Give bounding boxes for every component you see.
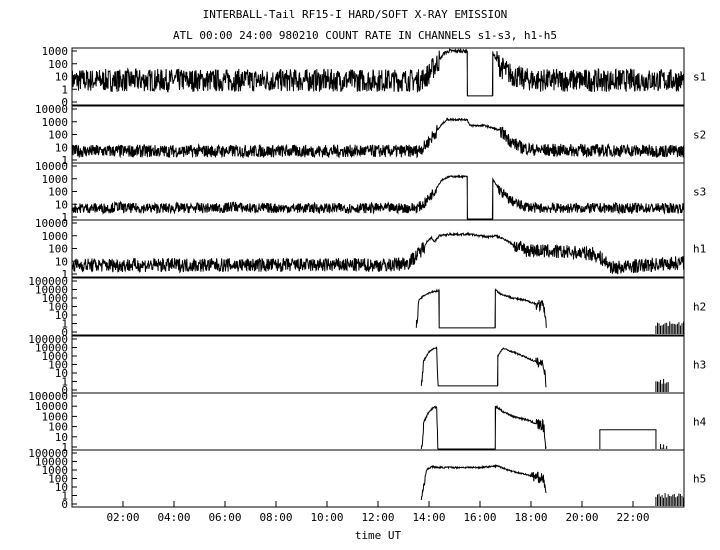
y-tick-label: 10000 [35,217,68,230]
burst-lines-h4 [660,444,668,449]
series-line-h3 [420,346,547,388]
y-tick-label: 10 [55,431,68,444]
y-tick-label: 1000 [42,410,69,423]
panel-frame [71,392,685,451]
panel-frame [71,162,685,221]
chart-panels: 10001001010s1100001000100101s21000010001… [28,45,706,511]
x-tick-label: 18:00 [514,511,547,524]
y-tick-label: 10 [55,141,68,154]
channel-label-h2: h2 [693,301,706,314]
y-tick-label: 100000 [28,447,68,460]
series-line-h4 [420,404,547,450]
y-tick-label: 100 [48,243,68,256]
y-tick-label: 100 [48,421,68,434]
channel-label-s2: s2 [693,129,706,142]
panel-frame [71,277,685,336]
x-tick-label: 04:00 [157,511,190,524]
x-axis-label: time UT [355,529,402,542]
y-tick-label: 1 [61,441,68,454]
y-tick-label: 100 [48,129,68,142]
y-tick-label: 100 [48,301,68,314]
y-tick-label: 1000 [42,292,69,305]
y-tick-label: 100000 [28,275,68,288]
channel-label-s3: s3 [693,186,706,199]
y-tick-label: 10000 [35,456,68,469]
burst-lines-h5 [655,493,684,506]
y-tick-label: 100 [48,473,68,486]
y-tick-label: 1000 [42,116,69,129]
y-tick-label: 10 [55,309,68,322]
x-tick-label: 08:00 [259,511,292,524]
y-tick-label: 0 [61,326,68,339]
y-tick-label: 1 [61,490,68,503]
y-tick-label: 1 [61,268,68,281]
channel-label-s1: s1 [693,71,706,84]
y-tick-label: 0 [61,96,68,109]
chart-subtitle: ATL 00:00 24:00 980210 COUNT RATE IN CHA… [173,29,557,42]
y-tick-label: 10000 [35,400,68,413]
y-tick-label: 10 [55,367,68,380]
y-tick-label: 100 [48,58,68,71]
y-tick-label: 10000 [35,342,68,355]
y-tick-label: 1000 [42,350,69,363]
x-tick-label: 22:00 [616,511,649,524]
y-tick-label: 10 [55,481,68,494]
y-tick-label: 0 [61,498,68,511]
y-tick-label: 10 [55,71,68,84]
y-tick-label: 10 [55,255,68,268]
y-tick-label: 1 [61,376,68,389]
x-tick-label: 02:00 [106,511,139,524]
y-tick-label: 0 [61,384,68,397]
series-line-h5 [420,463,547,500]
chart-title: INTERBALL-Tail RF15-I HARD/SOFT X-RAY EM… [203,8,508,21]
y-tick-label: 10000 [35,103,68,116]
channel-label-h1: h1 [693,243,706,256]
y-tick-label: 10000 [35,160,68,173]
x-tick-label: 10:00 [310,511,343,524]
y-tick-label: 100000 [28,390,68,403]
x-tick-label: 14:00 [412,511,445,524]
panel-frame [71,449,685,508]
series-line-h1 [71,231,685,275]
y-tick-label: 1000 [42,45,69,58]
y-tick-label: 10000 [35,284,68,297]
y-tick-label: 1000 [42,230,69,243]
panel-frame [71,335,685,394]
x-tick-label: 16:00 [463,511,496,524]
y-tick-label: 100 [48,359,68,372]
y-tick-label: 1 [61,154,68,167]
burst-lines-h2 [655,321,684,334]
x-tick-label: 12:00 [361,511,394,524]
series-line-h2 [415,288,547,329]
y-tick-label: 1 [61,318,68,331]
y-tick-label: 1000 [42,173,69,186]
x-axis: 02:00 04:00 06:00 08:00 10:00 12:00 14:00 16:00… [106,501,650,524]
x-tick-label: 06:00 [208,511,241,524]
y-tick-label: 100 [48,186,68,199]
y-tick-label: 1000 [42,464,69,477]
burst-lines-h3 [655,379,669,392]
channel-label-h3: h3 [693,359,706,372]
series-line-s2 [71,117,685,159]
series-line-s1 [71,47,685,97]
x-tick-label: 20:00 [565,511,598,524]
y-tick-label: 1 [61,211,68,224]
y-tick-label: 1 [61,83,68,96]
series-line-s3 [71,174,685,220]
y-tick-label: 10 [55,198,68,211]
plateau-line-h4 [599,429,657,449]
channel-label-h5: h5 [693,473,706,486]
channel-label-h4: h4 [693,416,707,429]
y-tick-label: 100000 [28,333,68,346]
